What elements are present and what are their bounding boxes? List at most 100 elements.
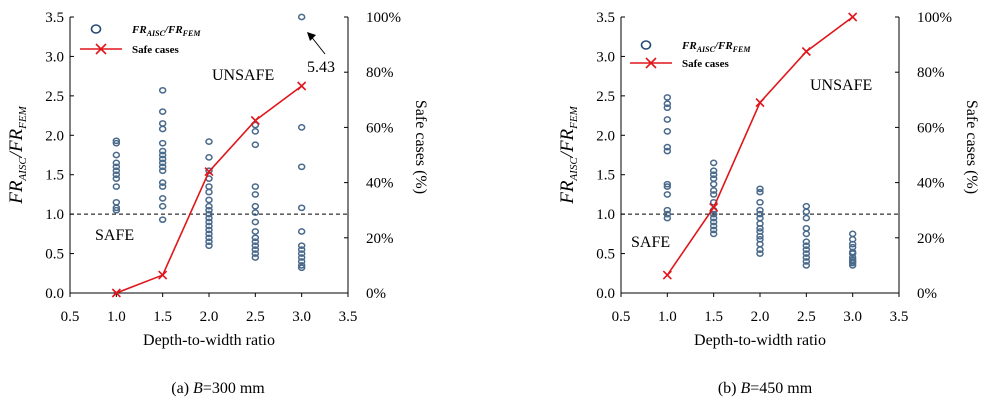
scatter-point bbox=[205, 138, 213, 145]
scatter-point bbox=[158, 139, 167, 147]
scatter-point bbox=[251, 254, 260, 261]
chart-a: 0.5 1.0 1.5 2.0 2.5 3.0 3.5 0.0 0.5 1.0 1.5 2.0 2.5 3… bbox=[6, 10, 429, 397]
scatter-point bbox=[112, 167, 121, 175]
scatter-point bbox=[756, 198, 764, 206]
scatter-point bbox=[663, 127, 672, 135]
x-tick-label: 2.0 bbox=[751, 309, 770, 325]
scatter-point bbox=[709, 222, 718, 230]
scatter-point bbox=[158, 202, 167, 210]
y-tick-label: 3.0 bbox=[596, 49, 615, 65]
scatter-point bbox=[297, 262, 306, 269]
safe-cases-marker bbox=[755, 97, 765, 108]
y-tick-label: 0.0 bbox=[596, 286, 615, 302]
scatter-point bbox=[709, 230, 718, 238]
scatter-point bbox=[205, 226, 213, 234]
y-tick-label: 2.5 bbox=[596, 89, 615, 105]
scatter-point bbox=[205, 218, 213, 226]
scatter-point bbox=[297, 254, 306, 261]
scatter-point bbox=[112, 159, 121, 167]
outlier-arrowhead bbox=[307, 32, 316, 41]
scatter-point bbox=[709, 191, 718, 198]
scatter-point bbox=[251, 121, 260, 129]
scatter-point bbox=[158, 216, 167, 224]
scatter-point bbox=[663, 116, 672, 123]
safe-cases-marker bbox=[111, 288, 121, 298]
scatter-point bbox=[205, 206, 213, 214]
scatter-point bbox=[756, 206, 764, 214]
scatter-point bbox=[663, 94, 672, 101]
figure-caption: (a) B=300 mm bbox=[171, 380, 265, 397]
legend-scatter-marker bbox=[640, 40, 652, 50]
scatter-point bbox=[663, 191, 672, 198]
y-tick-label: 0.0 bbox=[45, 286, 64, 302]
scatter-point bbox=[251, 141, 260, 149]
scatter-point bbox=[158, 108, 167, 115]
x-tick-label: 3.5 bbox=[339, 309, 358, 325]
y-tick-label: 1.5 bbox=[45, 168, 64, 184]
scatter-point bbox=[112, 139, 121, 147]
scatter-point bbox=[756, 210, 764, 218]
scatter-point bbox=[158, 86, 167, 94]
scatter-point bbox=[709, 180, 718, 188]
scatter-point bbox=[663, 100, 672, 108]
scatter-point bbox=[158, 159, 167, 167]
safe-cases-marker bbox=[297, 81, 307, 91]
scatter-point bbox=[297, 246, 306, 253]
scatter-point bbox=[663, 143, 672, 151]
scatter-point bbox=[158, 183, 167, 190]
y-tick-label: 2.5 bbox=[45, 89, 64, 105]
scatter-point bbox=[709, 167, 718, 175]
scatter-point bbox=[158, 163, 167, 171]
safe-cases-marker bbox=[848, 12, 858, 22]
scatter-point bbox=[297, 264, 306, 272]
x-tick-label: 1.5 bbox=[704, 309, 723, 325]
y-tick-label: 2.0 bbox=[45, 128, 64, 144]
y-tick-label: 3.5 bbox=[45, 10, 64, 26]
scatter-point bbox=[756, 224, 764, 232]
scatter-point bbox=[663, 206, 672, 214]
scatter-point bbox=[297, 242, 306, 250]
scatter-point bbox=[297, 204, 306, 212]
scatter-point bbox=[802, 202, 811, 210]
scatter-point bbox=[663, 183, 672, 190]
scatter-point bbox=[205, 230, 213, 238]
scatter-point bbox=[297, 250, 306, 257]
scatter-point bbox=[158, 179, 167, 186]
scatter-point bbox=[756, 188, 764, 196]
scatter-point bbox=[205, 188, 213, 196]
scatter-point bbox=[112, 151, 121, 159]
y-tick-label: 1.5 bbox=[596, 168, 615, 184]
scatter-point bbox=[205, 202, 213, 210]
scatter-point bbox=[158, 125, 167, 133]
y-tick-label: 3.0 bbox=[45, 49, 64, 65]
scatter-point bbox=[205, 214, 213, 222]
outlier-annotation: 5.43 bbox=[307, 59, 335, 76]
scatter-point bbox=[112, 171, 121, 179]
x-tick-label: 3.5 bbox=[890, 309, 909, 325]
chart-b: 0.5 1.0 1.5 2.0 2.5 3.0 3.5 0.0 0.5 1.0 1.5 2.0 2.5 3… bbox=[557, 10, 980, 397]
y-tick-label: 2.0 bbox=[596, 128, 615, 144]
scatter-point bbox=[205, 196, 213, 204]
y2-axis-label: Safe cases (%) bbox=[963, 100, 980, 194]
scatter-point bbox=[205, 154, 213, 161]
scatter-point bbox=[802, 214, 811, 222]
scatter-point bbox=[709, 218, 718, 226]
scatter-point bbox=[756, 246, 764, 253]
x-tick-label: 2.5 bbox=[246, 309, 265, 325]
scatter-point bbox=[848, 259, 857, 267]
scatter-point bbox=[112, 175, 121, 183]
scatter-point bbox=[663, 210, 672, 218]
figure-caption: (b) B=450 mm bbox=[718, 380, 813, 397]
scatter-point bbox=[297, 228, 306, 235]
x-tick-label: 0.5 bbox=[61, 309, 80, 325]
y-tick-label: 0.5 bbox=[45, 247, 64, 263]
scatter-point bbox=[251, 209, 260, 216]
y2-tick-label: 20% bbox=[917, 231, 945, 247]
y-tick-label: 1.0 bbox=[45, 207, 64, 223]
scatter-point bbox=[802, 250, 811, 257]
scatter-point bbox=[251, 242, 260, 250]
x-axis-label: Depth-to-width ratio bbox=[143, 332, 275, 349]
scatter-point bbox=[297, 258, 306, 265]
safe-annotation: SAFE bbox=[631, 234, 670, 251]
